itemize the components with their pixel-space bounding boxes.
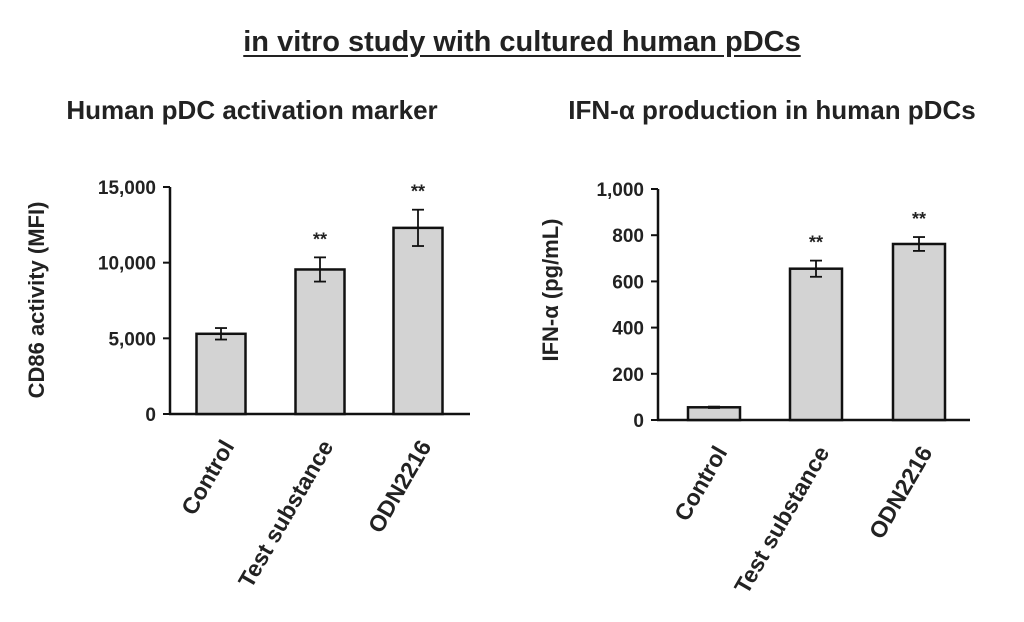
bar — [195, 332, 247, 416]
y-tick-label: 15,000 — [98, 178, 156, 199]
category-label: Test substance — [233, 436, 338, 593]
category-label: Control — [176, 436, 239, 520]
y-tick-label: 1,000 — [596, 180, 644, 201]
chart-2: IFN-α production in human pDCs IFN-α (pg/… — [538, 95, 976, 598]
bar — [686, 406, 742, 422]
category-label: Test substance — [729, 442, 834, 599]
y-axis-label: CD86 activity (MFI) — [24, 202, 49, 399]
category-label: ODN2216 — [864, 442, 938, 544]
bar — [788, 267, 844, 422]
figure-title: in vitro study with cultured human pDCs — [243, 26, 801, 58]
y-axis-label: IFN-α (pg/mL) — [538, 218, 563, 361]
y-tick-label: 600 — [612, 272, 644, 293]
category-label: ODN2216 — [363, 436, 437, 538]
chart-1: Human pDC activation marker CD86 activity… — [24, 95, 470, 592]
chart-title: Human pDC activation marker — [66, 95, 437, 125]
bar — [392, 226, 444, 416]
significance-label: ** — [809, 233, 823, 253]
y-tick-label: 800 — [612, 226, 644, 247]
bar — [294, 268, 346, 416]
y-tick-label: 5,000 — [108, 329, 156, 350]
y-tick-label: 0 — [633, 411, 644, 432]
category-label: Control — [669, 442, 732, 526]
y-tick-label: 200 — [612, 365, 644, 386]
chart-title: IFN-α production in human pDCs — [568, 95, 975, 125]
y-tick-label: 400 — [612, 319, 644, 340]
bar — [891, 242, 947, 422]
y-tick-label: 0 — [145, 405, 156, 426]
significance-label: ** — [912, 209, 926, 229]
significance-label: ** — [411, 182, 425, 202]
y-tick-label: 10,000 — [98, 254, 156, 275]
significance-label: ** — [313, 229, 327, 249]
